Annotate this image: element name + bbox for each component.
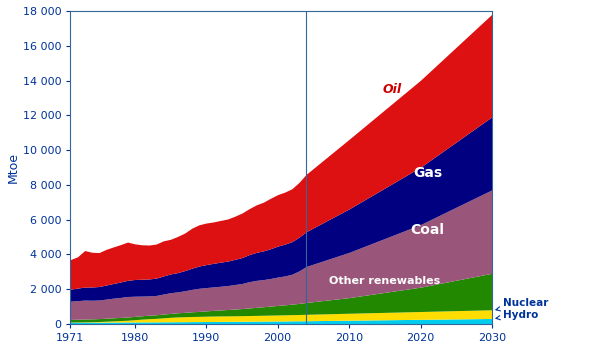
Text: Coal: Coal <box>410 223 445 237</box>
Text: Other renewables: Other renewables <box>329 275 440 286</box>
Text: Nuclear: Nuclear <box>496 298 548 311</box>
Text: Oil: Oil <box>382 83 401 96</box>
Text: Hydro: Hydro <box>496 310 538 320</box>
Text: Gas: Gas <box>413 166 442 180</box>
Y-axis label: Mtoe: Mtoe <box>7 152 20 183</box>
